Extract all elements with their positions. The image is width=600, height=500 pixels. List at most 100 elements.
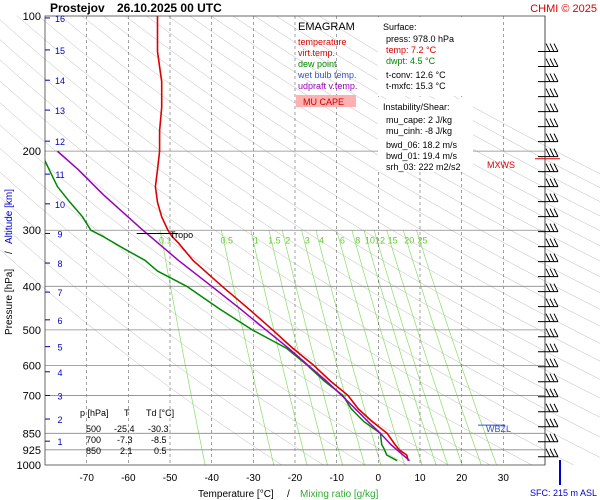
- surface-pressure: press: 978.0 hPa: [386, 34, 454, 44]
- series-line-temperature: [154, 16, 410, 461]
- dry-adiabat: [17, 15, 600, 399]
- wind-barb-flag: [545, 163, 551, 172]
- x-tick-label: 10: [414, 473, 426, 484]
- wind-barb-flag: [549, 238, 555, 247]
- wind-barb-flag: [553, 418, 559, 427]
- wind-barb-flag: [545, 133, 551, 142]
- x-axis-mixing-title: Mixing ratio [g/kg]: [300, 489, 379, 500]
- wind-barb-flag: [553, 253, 559, 262]
- wind-barb-flag: [545, 73, 551, 82]
- wind-barb-icon: [538, 448, 559, 458]
- wind-barb-icon: [538, 418, 559, 428]
- wind-barb-flag: [549, 403, 555, 412]
- wind-barb-icon: [538, 223, 559, 233]
- wind-barb-flag: [549, 178, 555, 187]
- table-cell: 2.1: [120, 446, 133, 456]
- wind-barb-flag: [549, 433, 555, 442]
- wind-barb-flag: [553, 43, 559, 52]
- x-axis-title: Temperature [°C]: [198, 489, 274, 500]
- y-tick-label: 850: [23, 428, 41, 440]
- wind-barb-flag: [553, 268, 559, 277]
- legend-item: temperature: [298, 37, 347, 47]
- wind-barb-flag: [553, 178, 559, 187]
- wind-barb-flag: [553, 118, 559, 127]
- wind-barb-flag: [545, 268, 551, 277]
- altitude-tick-label: 15: [55, 46, 65, 56]
- x-tick-label: -20: [288, 473, 303, 484]
- wind-barb-flag: [553, 73, 559, 82]
- x-tick-label: -60: [121, 473, 136, 484]
- wind-barb-flag: [545, 433, 551, 442]
- altitude-tick-label: 2: [57, 415, 62, 425]
- wind-barb-flag: [553, 283, 559, 292]
- wbzl-label: WBZL: [486, 424, 511, 434]
- dry-adiabat: [189, 15, 600, 262]
- legend-item: dew point: [298, 59, 337, 69]
- mixing-ratio-label: 8: [355, 236, 360, 246]
- dry-adiabat: [211, 15, 600, 246]
- wind-barb-icon: [538, 358, 559, 368]
- wind-barb-icon: [538, 253, 559, 263]
- altitude-tick-label: 12: [55, 137, 65, 147]
- wind-barb-flag: [545, 208, 551, 217]
- mixing-ratio-label: 3: [305, 236, 310, 246]
- wind-barb-flag: [545, 358, 551, 367]
- wind-barb-flag: [549, 223, 555, 232]
- mixing-ratio-label: 6: [340, 236, 345, 246]
- instability-panel: Instability/Shear: mu_cape: 2 J/kg mu_ci…: [378, 99, 473, 172]
- x-tick-label: -40: [204, 473, 219, 484]
- mixing-ratio-line: [221, 230, 275, 466]
- wind-barb-flag: [545, 388, 551, 397]
- x-axis-separator: /: [287, 489, 290, 500]
- instability-row: mu_cinh: -8 J/kg: [386, 126, 452, 136]
- mixing-ratio-label: 0.5: [220, 236, 233, 246]
- wind-barb-flag: [545, 403, 551, 412]
- x-tick-label: -50: [163, 473, 178, 484]
- y-tick-label: 925: [23, 445, 41, 457]
- wind-barb-flag: [545, 373, 551, 382]
- surface-altitude-label: SFC: 215 m ASL: [530, 488, 597, 498]
- wind-barb-flag: [549, 88, 555, 97]
- wind-barb-flag: [553, 88, 559, 97]
- table-header: p [hPa]: [80, 408, 109, 418]
- altitude-tick-label: 13: [55, 106, 65, 116]
- altitude-tick-label: 9: [57, 229, 62, 239]
- wind-barb-icon: [538, 388, 559, 398]
- mixing-ratio-line: [315, 230, 382, 466]
- surface-temperature: temp: 7.2 °C: [386, 45, 437, 55]
- wind-barb-flag: [549, 73, 555, 82]
- wind-barb-flag: [549, 313, 555, 322]
- wind-barb-flag: [545, 253, 551, 262]
- legend: EMAGRAM temperature virt.temp. dew point…: [296, 21, 357, 107]
- wind-barb-flag: [553, 388, 559, 397]
- altitude-tick-label: 6: [57, 316, 62, 326]
- instability-title: Instability/Shear:: [383, 102, 450, 112]
- wind-barb-flag: [553, 238, 559, 247]
- wind-barb-flag: [549, 328, 555, 337]
- wind-barb-flag: [553, 163, 559, 172]
- wind-barb-flag: [553, 133, 559, 142]
- y-axis-title: Pressure [hPa]: [4, 269, 15, 335]
- wind-barb-icon: [538, 88, 559, 98]
- wind-barb-flag: [553, 448, 559, 457]
- wind-barb-flag: [545, 58, 551, 67]
- dry-adiabat: [232, 15, 600, 231]
- mixing-ratio-label: 1.5: [268, 236, 281, 246]
- surface-panel: Surface: press: 978.0 hPa temp: 7.2 °C d…: [378, 17, 470, 96]
- dry-adiabat: [254, 15, 600, 217]
- wind-barb-icon: [538, 43, 559, 53]
- wind-barb-flag: [549, 118, 555, 127]
- wind-barb-flag: [545, 118, 551, 127]
- legend-item: wet bulb temp.: [297, 70, 357, 80]
- y-tick-label: 300: [23, 225, 41, 237]
- instability-row: mu_cape: 2 J/kg: [386, 115, 452, 125]
- wind-barb-flag: [549, 418, 555, 427]
- wind-barb-flag: [553, 103, 559, 112]
- dry-adiabat: [168, 15, 600, 277]
- altitude-tick-label: 14: [55, 76, 65, 86]
- surface-tconv: t-conv: 12.6 °C: [386, 70, 446, 80]
- y-tick-label: 500: [23, 325, 41, 337]
- altitude-tick-label: 4: [57, 368, 62, 378]
- wind-barb-icon: [538, 103, 559, 113]
- wind-barb-flag: [553, 208, 559, 217]
